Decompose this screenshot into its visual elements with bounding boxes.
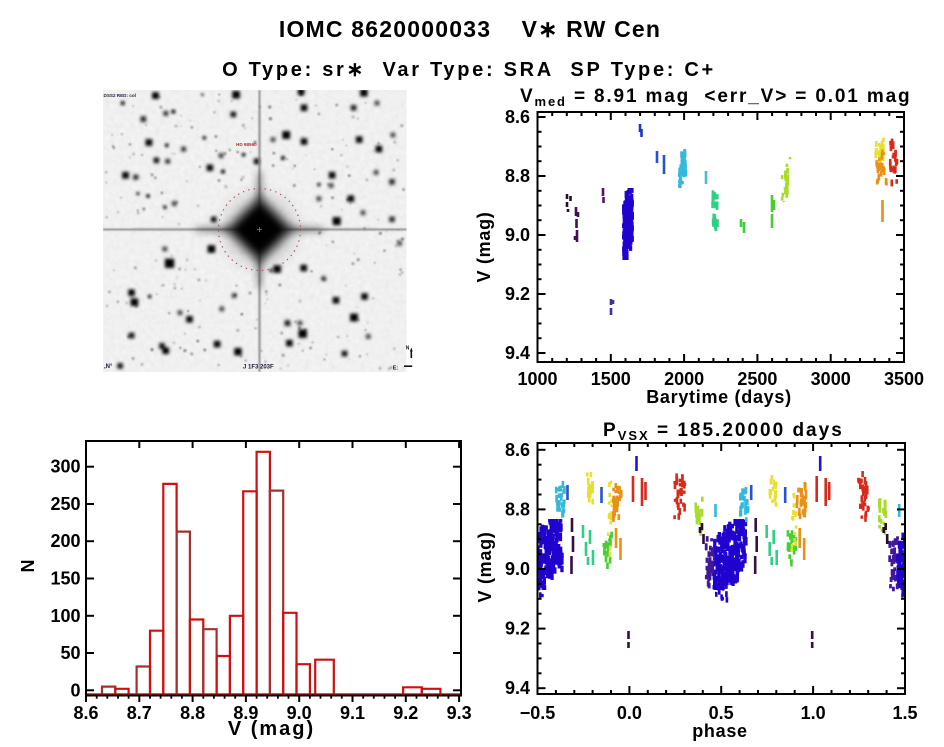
svg-text:8.6: 8.6 <box>505 107 530 127</box>
svg-text:9.0: 9.0 <box>505 225 530 245</box>
svg-text:9.0: 9.0 <box>287 703 312 723</box>
svg-text:0.5: 0.5 <box>709 703 734 723</box>
svg-text:8.8: 8.8 <box>505 499 530 519</box>
svg-text:9.4: 9.4 <box>505 678 530 698</box>
svg-text:IOMC 8620000033 V∗ RW Cen: IOMC 8620000033 V∗ RW Cen <box>279 16 661 42</box>
svg-text:50: 50 <box>60 643 80 663</box>
svg-text:1.5: 1.5 <box>892 703 917 723</box>
svg-text:3000: 3000 <box>811 369 851 389</box>
svg-text:Vmed = 8.91 mag <err_V> = 0.0: Vmed = 8.91 mag <err_V> = 0.01 mag <box>520 86 911 109</box>
svg-text:O Type: sr∗ Var Type: SRA SP: O Type: sr∗ Var Type: SRA SP Type: C+ <box>222 59 716 81</box>
svg-text:8.7: 8.7 <box>127 703 152 723</box>
svg-text:V (mag): V (mag) <box>228 718 315 740</box>
svg-text:1000: 1000 <box>517 369 557 389</box>
svg-text:9.0: 9.0 <box>505 559 530 579</box>
svg-text:PVSX = 185.20000 days: PVSX = 185.20000 days <box>603 420 844 443</box>
svg-text:J 1F3 203F: J 1F3 203F <box>243 365 274 371</box>
svg-text:N: N <box>18 560 38 573</box>
svg-text:2500: 2500 <box>737 369 777 389</box>
svg-text:DSS2 RED: col: DSS2 RED: col <box>104 93 136 98</box>
svg-text:N: N <box>406 346 410 352</box>
svg-text:Barytime (days): Barytime (days) <box>646 387 792 407</box>
svg-text:2000: 2000 <box>664 369 704 389</box>
svg-text:8.6: 8.6 <box>505 440 530 460</box>
svg-text:8.9: 8.9 <box>233 703 258 723</box>
svg-text:9.2: 9.2 <box>505 284 530 304</box>
svg-text:1500: 1500 <box>591 369 631 389</box>
svg-text:150: 150 <box>50 569 80 589</box>
svg-text:3500: 3500 <box>884 369 924 389</box>
svg-text:0: 0 <box>70 680 80 700</box>
svg-text:100: 100 <box>50 606 80 626</box>
svg-text:9.2: 9.2 <box>393 703 418 723</box>
svg-text:,N°: ,N° <box>104 364 113 370</box>
svg-text:−0.5: −0.5 <box>520 703 556 723</box>
svg-text:phase: phase <box>692 721 748 741</box>
svg-text:V (mag): V (mag) <box>474 212 494 283</box>
svg-text:0.0: 0.0 <box>617 703 642 723</box>
svg-text:250: 250 <box>50 494 80 514</box>
svg-text:9.1: 9.1 <box>340 703 365 723</box>
svg-text:8.8: 8.8 <box>180 703 205 723</box>
svg-text:HD 98560: HD 98560 <box>236 142 257 147</box>
svg-text:300: 300 <box>50 457 80 477</box>
svg-text:9.2: 9.2 <box>505 619 530 639</box>
svg-text:9.4: 9.4 <box>505 343 530 363</box>
svg-text:9.3: 9.3 <box>447 703 472 723</box>
svg-text:200: 200 <box>50 531 80 551</box>
svg-text:8.6: 8.6 <box>73 703 98 723</box>
svg-text:E:: E: <box>393 366 399 372</box>
svg-text:V (mag): V (mag) <box>475 532 495 603</box>
svg-text:1.0: 1.0 <box>801 703 826 723</box>
svg-text:8.8: 8.8 <box>505 166 530 186</box>
